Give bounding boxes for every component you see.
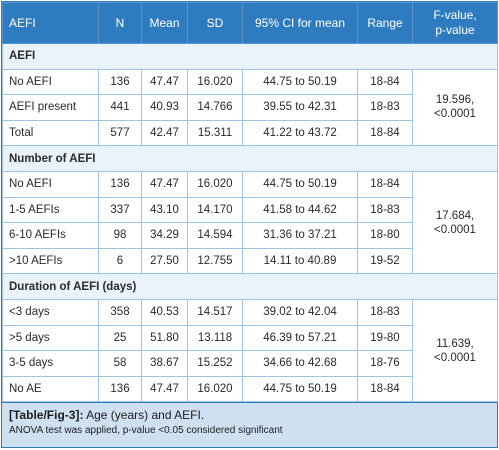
mean-cell: 47.47 [141, 170, 188, 198]
header-aefi: AEFI [2, 2, 99, 44]
group-cell: AEFI present [2, 94, 99, 121]
mean-cell: 38.67 [141, 350, 188, 377]
ci-cell: 44.75 to 50.19 [242, 170, 358, 198]
table-row: Total 577 42.47 15.311 41.22 to 43.72 18-84 [2, 119, 498, 147]
header-sd: SD [187, 2, 243, 44]
sd-cell: 15.252 [187, 350, 243, 377]
mean-cell: 47.47 [141, 68, 188, 96]
ci-cell: 34.66 to 42.68 [242, 350, 358, 377]
header-n: N [98, 2, 142, 44]
mean-cell: 42.47 [141, 119, 188, 147]
mean-cell: 43.10 [141, 196, 188, 224]
n-cell: 25 [98, 324, 142, 352]
group-cell: 3-5 days [2, 350, 99, 377]
mean-cell: 34.29 [141, 222, 188, 249]
range-cell: 18-83 [357, 94, 413, 121]
mean-cell: 51.80 [141, 324, 188, 352]
ci-cell: 46.39 to 57.21 [242, 324, 358, 352]
mean-cell: 47.47 [141, 375, 188, 403]
sd-cell: 16.020 [187, 375, 243, 403]
n-cell: 136 [98, 375, 142, 403]
group-cell: No AE [2, 375, 99, 403]
range-cell: 18-84 [357, 170, 413, 198]
group-cell: Total [2, 119, 99, 147]
table-row: AEFI present 441 40.93 14.766 39.55 to 42.31… [2, 94, 498, 121]
group-cell: <3 days [2, 298, 99, 326]
n-cell: 98 [98, 222, 142, 249]
n-cell: 358 [98, 298, 142, 326]
range-cell: 18-84 [357, 119, 413, 147]
section-title: Duration of AEFI (days) [2, 273, 498, 300]
caption-label: [Table/Fig-3]: [9, 408, 84, 422]
table-row: 6-10 AEFIs 98 34.29 14.594 31.36 to 37.21 18-… [2, 222, 498, 249]
section-header-row: Number of AEFI [2, 145, 498, 172]
n-cell: 58 [98, 350, 142, 377]
sd-cell: 16.020 [187, 170, 243, 198]
range-cell: 18-83 [357, 298, 413, 326]
group-cell: No AEFI [2, 68, 99, 96]
header-fvalue: F-value, p-value [412, 2, 498, 44]
ci-cell: 44.75 to 50.19 [242, 68, 358, 96]
sd-cell: 14.594 [187, 222, 243, 249]
group-cell: >10 AEFIs [2, 247, 99, 275]
ci-cell: 39.02 to 42.04 [242, 298, 358, 326]
range-cell: 18-84 [357, 375, 413, 403]
table-row: No AEFI 136 47.47 16.020 44.75 to 50.19 18-84… [2, 170, 498, 275]
fvalue-cell: 17.684, <0.0001 [412, 170, 498, 275]
n-cell: 577 [98, 119, 142, 147]
n-cell: 441 [98, 94, 142, 121]
table-caption: [Table/Fig-3]: Age (years) and AEFI. ANO… [2, 402, 497, 447]
sd-cell: 13.118 [187, 324, 243, 352]
caption-text: Age (years) and AEFI. [86, 408, 205, 422]
sd-cell: 14.517 [187, 298, 243, 326]
table-row: 3-5 days 58 38.67 15.252 34.66 to 42.68 18-76 [2, 350, 498, 377]
range-cell: 18-83 [357, 196, 413, 224]
section-title: Number of AEFI [2, 145, 498, 172]
header-mean: Mean [141, 2, 188, 44]
ci-cell: 31.36 to 37.21 [242, 222, 358, 249]
header-row: AEFI N Mean SD 95% CI for mean Range F-v… [2, 2, 498, 44]
mean-cell: 40.53 [141, 298, 188, 326]
ci-cell: 14.11 to 40.89 [242, 247, 358, 275]
section-header-row: Duration of AEFI (days) [2, 273, 498, 300]
table-row: <3 days 358 40.53 14.517 39.02 to 42.04 18-83… [2, 298, 498, 403]
fvalue-cell: 19.596, <0.0001 [412, 68, 498, 147]
ci-cell: 44.75 to 50.19 [242, 375, 358, 403]
sd-cell: 14.170 [187, 196, 243, 224]
range-cell: 18-80 [357, 222, 413, 249]
mean-cell: 40.93 [141, 94, 188, 121]
range-cell: 19-52 [357, 247, 413, 275]
mean-cell: 27.50 [141, 247, 188, 275]
table-row: 1-5 AEFIs 337 43.10 14.170 41.58 to 44.62 18-… [2, 196, 498, 224]
table-row: >10 AEFIs 6 27.50 12.755 14.11 to 40.89 19-52 [2, 247, 498, 275]
fvalue-cell: 11.639, <0.0001 [412, 298, 498, 403]
header-range: Range [357, 2, 413, 44]
n-cell: 136 [98, 68, 142, 96]
header-ci: 95% CI for mean [242, 2, 358, 44]
n-cell: 6 [98, 247, 142, 275]
sd-cell: 15.311 [187, 119, 243, 147]
n-cell: 136 [98, 170, 142, 198]
group-cell: 1-5 AEFIs [2, 196, 99, 224]
ci-cell: 41.22 to 43.72 [242, 119, 358, 147]
group-cell: 6-10 AEFIs [2, 222, 99, 249]
sd-cell: 12.755 [187, 247, 243, 275]
ci-cell: 41.58 to 44.62 [242, 196, 358, 224]
section-header-row: AEFI [2, 43, 498, 70]
range-cell: 18-84 [357, 68, 413, 96]
table-row: No AEFI 136 47.47 16.020 44.75 to 50.19 18-84… [2, 68, 498, 147]
aefi-table: AEFI N Mean SD 95% CI for mean Range F-v… [2, 2, 498, 403]
ci-cell: 39.55 to 42.31 [242, 94, 358, 121]
n-cell: 337 [98, 196, 142, 224]
sd-cell: 14.766 [187, 94, 243, 121]
group-cell: No AEFI [2, 170, 99, 198]
group-cell: >5 days [2, 324, 99, 352]
table-row: No AE 136 47.47 16.020 44.75 to 50.19 18-84 [2, 375, 498, 403]
range-cell: 19-80 [357, 324, 413, 352]
section-title: AEFI [2, 43, 498, 70]
caption-note: ANOVA test was applied, p-value <0.05 co… [9, 425, 283, 436]
range-cell: 18-76 [357, 350, 413, 377]
sd-cell: 16.020 [187, 68, 243, 96]
